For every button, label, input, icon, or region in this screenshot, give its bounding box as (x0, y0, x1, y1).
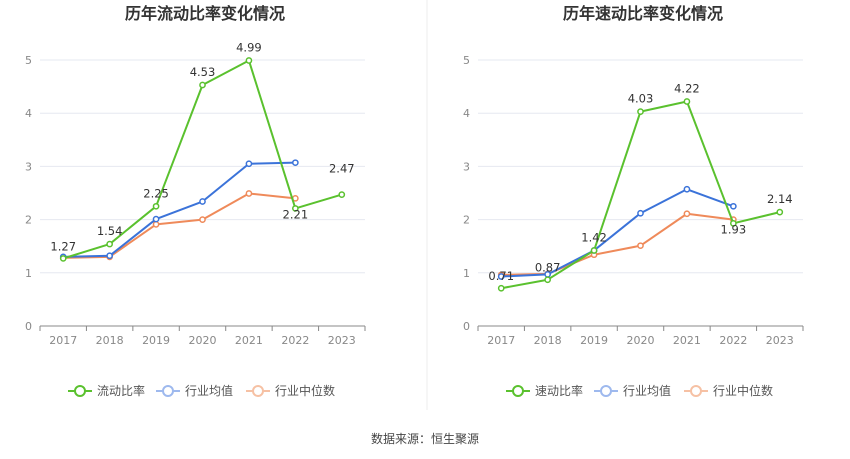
data-point (199, 198, 206, 205)
data-point (245, 160, 253, 168)
legend-marker (600, 385, 612, 397)
data-point (245, 190, 253, 197)
x-tick-label: 2019 (580, 334, 608, 347)
x-tick-label: 2021 (673, 334, 701, 347)
x-tick-label: 2019 (142, 334, 170, 347)
data-point (199, 81, 206, 89)
data-point (497, 273, 505, 280)
data-point (245, 57, 253, 64)
y-tick-label: 1 (463, 267, 470, 280)
data-point (590, 247, 598, 254)
legend-marker (74, 385, 86, 397)
data-point (338, 191, 346, 198)
data-point (683, 185, 691, 193)
x-tick-label: 2018 (534, 334, 562, 347)
x-tick-label: 2022 (281, 334, 309, 347)
legend-marker (690, 385, 702, 397)
y-tick-label: 4 (463, 107, 470, 120)
data-point (544, 276, 551, 284)
x-tick-label: 2020 (627, 334, 655, 347)
data-point (292, 205, 299, 212)
y-tick-label: 2 (463, 214, 470, 227)
data-point (497, 284, 505, 292)
legend-label: 行业中位数 (275, 383, 335, 398)
data-point (683, 210, 691, 218)
x-tick-label: 2018 (96, 334, 124, 347)
data-point (199, 216, 206, 223)
y-tick-label: 3 (25, 160, 32, 173)
legend-marker (512, 385, 524, 397)
data-label: 4.03 (628, 92, 654, 106)
data-point (106, 252, 113, 260)
y-tick-label: 0 (463, 320, 470, 333)
series-line (501, 188, 734, 278)
data-label: 0.87 (535, 261, 561, 275)
series-line (63, 161, 296, 258)
legend-label: 行业均值 (623, 383, 671, 398)
data-label: 2.47 (329, 162, 355, 176)
data-point (152, 215, 160, 223)
x-tick-label: 2021 (235, 334, 263, 347)
legend-label: 速动比率 (535, 383, 583, 398)
data-label: 2.21 (283, 207, 309, 221)
legend-label: 流动比率 (97, 383, 145, 398)
data-point (637, 108, 644, 115)
legend-label: 行业均值 (185, 383, 233, 398)
data-label: 1.42 (581, 230, 607, 244)
data-point (730, 219, 737, 227)
data-label: 2.14 (767, 192, 793, 206)
series-line (63, 192, 296, 259)
data-label: 1.27 (50, 239, 76, 253)
data-label: 1.54 (97, 224, 123, 238)
y-tick-label: 4 (25, 107, 32, 120)
data-point (59, 255, 67, 262)
x-tick-label: 2017 (49, 334, 77, 347)
legend-label: 行业中位数 (713, 383, 773, 398)
y-tick-label: 1 (25, 267, 32, 280)
data-point (776, 208, 784, 216)
data-source-note: 数据来源：恒生聚源 (371, 431, 479, 446)
y-tick-label: 2 (25, 214, 32, 227)
data-point (152, 221, 160, 228)
chart-title: 历年流动比率变化情况 (125, 4, 285, 23)
y-tick-label: 3 (463, 160, 470, 173)
legend-marker (252, 385, 264, 397)
data-label: 4.22 (674, 81, 700, 95)
y-tick-label: 5 (463, 54, 470, 67)
chart-title: 历年速动比率变化情况 (563, 4, 723, 23)
data-point (637, 242, 644, 250)
x-tick-label: 2022 (719, 334, 747, 347)
x-tick-label: 2020 (189, 334, 217, 347)
x-tick-label: 2023 (328, 334, 356, 347)
x-tick-label: 2023 (766, 334, 794, 347)
data-point (292, 159, 299, 167)
data-point (106, 240, 113, 248)
legend-marker (162, 385, 174, 397)
data-point (152, 202, 160, 210)
data-label: 1.93 (721, 222, 747, 236)
data-point (637, 209, 644, 217)
x-tick-label: 2017 (487, 334, 515, 347)
data-label: 4.53 (190, 65, 216, 79)
data-label: 2.25 (143, 186, 169, 200)
data-point (683, 98, 691, 105)
current-ratio-chart: 历年流动比率变化情况 0 1 2 3 4 5 2017 2018 2019 2020 2021 2022… (25, 4, 366, 398)
y-tick-label: 0 (25, 320, 32, 333)
quick-ratio-chart: 历年速动比率变化情况 0 1 2 3 4 5 2017 2018 2019 2020 2021 2022… (463, 4, 804, 398)
data-label: 0.71 (488, 269, 514, 283)
y-tick-label: 5 (25, 54, 32, 67)
data-label: 4.99 (236, 41, 262, 55)
data-point (730, 202, 737, 210)
